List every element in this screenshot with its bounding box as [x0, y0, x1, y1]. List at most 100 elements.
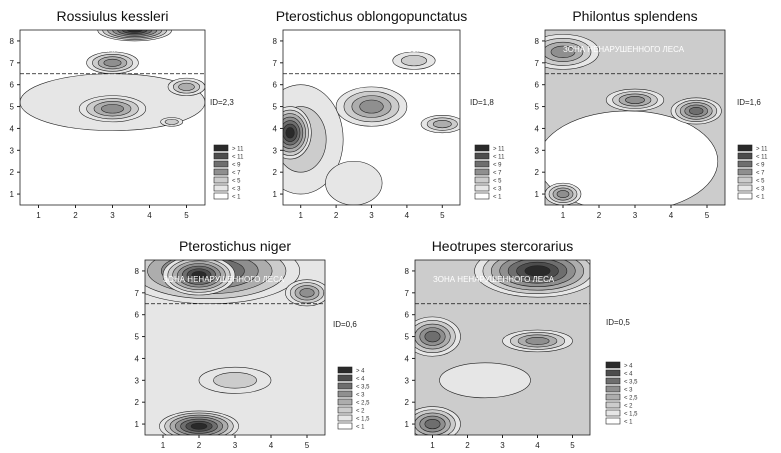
x-tick-label: 5 — [440, 211, 445, 220]
y-tick-label: 5 — [10, 103, 15, 112]
y-tick-label: 1 — [10, 190, 15, 199]
legend-swatch — [605, 401, 621, 409]
legend-swatch — [213, 160, 229, 168]
y-tick-label: 6 — [405, 311, 410, 320]
id-label: ID=0,6 — [333, 320, 357, 329]
chart-title: Heotrupes stercorarius — [432, 238, 574, 254]
legend-label: > 11 — [232, 147, 244, 153]
legend-swatch — [605, 369, 621, 377]
contour-level-2 — [164, 118, 179, 125]
legend-swatch — [605, 385, 621, 393]
contour-area — [145, 260, 325, 435]
legend-swatch — [737, 192, 753, 200]
x-tick-label: 2 — [73, 211, 78, 220]
zone-label: ЗОНА НЕНАРУШЕННОГО ЛЕСА — [38, 45, 160, 54]
chart-title: Rossiulus kessleri — [56, 8, 168, 24]
legend-swatch — [737, 144, 753, 152]
legend-swatch — [474, 176, 490, 184]
contour-level-5 — [424, 330, 441, 343]
contour-level-4 — [525, 336, 550, 345]
legend-label: < 2 — [624, 404, 633, 410]
legend-label: < 1 — [493, 195, 502, 201]
legend-label: < 9 — [756, 163, 765, 169]
id-label: ID=0,5 — [606, 318, 630, 327]
legend-swatch — [337, 406, 353, 414]
y-tick-label: 6 — [10, 81, 15, 90]
y-tick-label: 5 — [535, 103, 540, 112]
legend-swatch — [605, 361, 621, 369]
x-tick-label: 4 — [405, 211, 410, 220]
legend-label: < 2,5 — [624, 396, 638, 402]
legend-label: < 3,5 — [356, 385, 370, 391]
legend-label: < 5 — [756, 179, 765, 185]
legend-label: < 11 — [232, 155, 244, 161]
x-tick-label: 5 — [305, 441, 310, 450]
y-tick-label: 8 — [135, 267, 140, 276]
contour-level-7 — [127, 30, 143, 33]
id-label: ID=1,6 — [737, 98, 761, 107]
legend-label: < 3,5 — [624, 380, 638, 386]
legend-swatch — [337, 390, 353, 398]
y-tick-label: 7 — [135, 289, 140, 298]
contour-area — [20, 30, 205, 205]
legend-swatch — [605, 377, 621, 385]
y-tick-label: 7 — [10, 59, 15, 68]
panel-5: Heotrupes stercorarius ЗОНА НЕНАРУШЕННОГО… — [405, 238, 639, 450]
contour-level-3 — [178, 82, 195, 91]
legend-label: < 3 — [493, 187, 502, 193]
legend-swatch — [474, 144, 490, 152]
legend-label: > 11 — [493, 147, 505, 153]
legend-label: > 11 — [756, 147, 768, 153]
id-label: ID=1,8 — [470, 98, 494, 107]
y-tick-label: 3 — [273, 146, 278, 155]
x-tick-label: 4 — [269, 441, 274, 450]
y-tick-label: 8 — [405, 267, 410, 276]
y-tick-label: 1 — [405, 420, 410, 429]
y-tick-label: 6 — [535, 81, 540, 90]
contour-area — [415, 260, 590, 435]
y-tick-label: 5 — [273, 103, 278, 112]
contour-level-5 — [689, 107, 704, 115]
legend-swatch — [474, 184, 490, 192]
legend-label: < 7 — [493, 171, 502, 177]
legend-swatch — [213, 152, 229, 160]
contour-level-2 — [400, 55, 428, 67]
contour-level-4 — [299, 288, 315, 298]
legend-label: < 5 — [232, 179, 241, 185]
legend-swatch — [213, 176, 229, 184]
y-tick-label: 4 — [405, 354, 410, 363]
panel-1: Rossiulus kessleri ЗОНА НЕНАРУШЕННОГО ЛЕС… — [10, 8, 245, 220]
x-tick-label: 3 — [633, 211, 638, 220]
contour-level-7 — [190, 422, 208, 430]
legend-swatch — [605, 417, 621, 425]
legend-label: < 7 — [756, 171, 765, 177]
x-tick-label: 2 — [197, 441, 202, 450]
y-tick-label: 6 — [273, 81, 278, 90]
x-tick-label: 1 — [561, 211, 566, 220]
contour-level-1 — [325, 160, 383, 205]
contour-level-3 — [432, 120, 452, 129]
legend-swatch — [213, 192, 229, 200]
contour-level-4 — [103, 58, 122, 67]
x-tick-label: 4 — [535, 441, 540, 450]
legend-swatch — [213, 168, 229, 176]
y-tick-label: 2 — [535, 168, 540, 177]
legend-label: < 11 — [493, 155, 505, 161]
legend-label: < 4 — [356, 377, 365, 383]
id-label: ID=2,3 — [210, 98, 234, 107]
legend-label: < 3 — [624, 388, 633, 394]
panel-2: Pterostichus oblongopunctatus ЗОНА НЕНАРУ… — [273, 8, 506, 220]
y-tick-label: 7 — [535, 59, 540, 68]
x-tick-label: 5 — [705, 211, 710, 220]
y-tick-label: 5 — [405, 333, 410, 342]
legend-swatch — [337, 382, 353, 390]
y-tick-label: 2 — [273, 168, 278, 177]
x-tick-label: 1 — [161, 441, 166, 450]
x-tick-label: 2 — [465, 441, 470, 450]
legend-swatch — [737, 160, 753, 168]
x-tick-label: 4 — [669, 211, 674, 220]
y-tick-label: 4 — [535, 124, 540, 133]
contour-level-2 — [213, 372, 257, 389]
x-tick-label: 2 — [334, 211, 339, 220]
legend-swatch — [337, 374, 353, 382]
